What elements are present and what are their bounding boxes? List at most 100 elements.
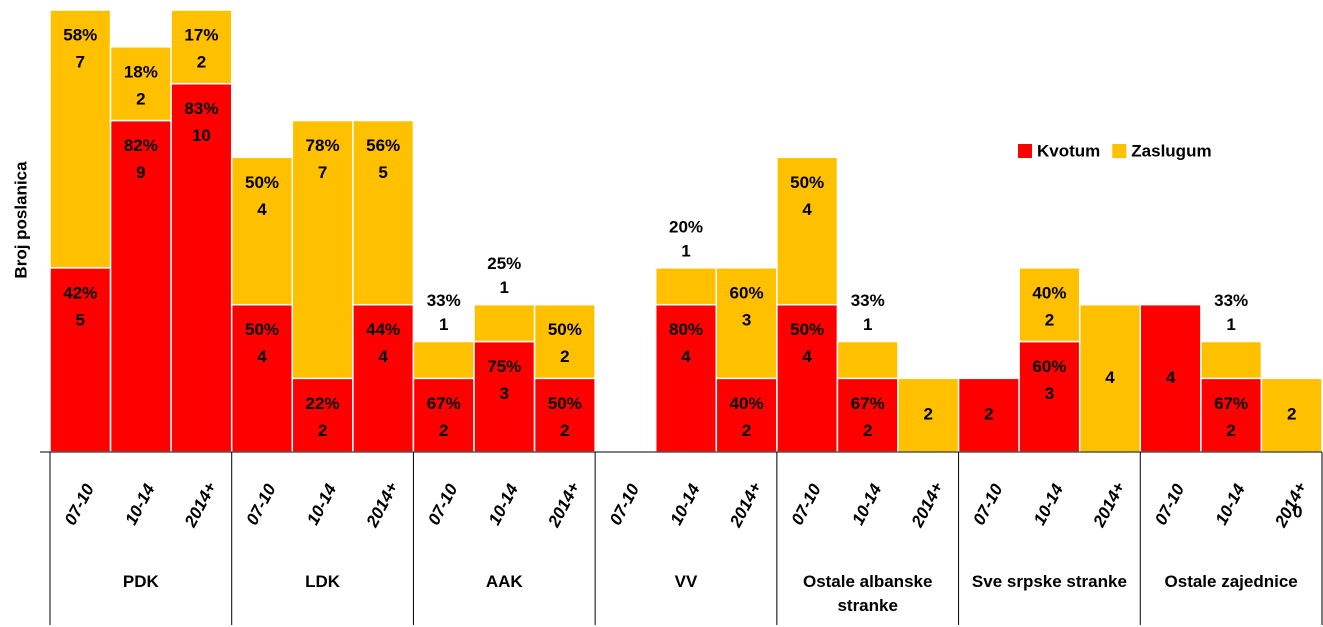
x-tick-label: 10-14: [1030, 480, 1067, 528]
count-label: 2: [1287, 405, 1296, 424]
bar-segment: [776, 156, 839, 306]
bar-segment: [49, 9, 112, 269]
bar-segment: [836, 377, 899, 453]
percent-label: 18%: [124, 62, 158, 81]
legend-swatch: [1018, 144, 1032, 158]
x-tick-label: 07-10: [606, 480, 643, 528]
count-label: 2: [197, 52, 206, 71]
count-label: 3: [500, 384, 509, 403]
legend-label: Zaslugum: [1131, 141, 1211, 160]
bar-segment: [957, 377, 1020, 453]
y-axis-label: Broj poslanica: [11, 161, 30, 279]
count-label: 2: [924, 405, 933, 424]
bar-segment: [109, 119, 172, 453]
percent-label: 50%: [245, 320, 279, 339]
percent-label: 33%: [427, 291, 461, 310]
count-label: 1: [863, 315, 872, 334]
count-label: 2: [742, 421, 751, 440]
count-label: 3: [742, 310, 751, 329]
bar-segment: [533, 377, 596, 453]
count-label: 2: [1045, 310, 1054, 329]
percent-label: 40%: [1032, 283, 1066, 302]
x-tick-label: 10-14: [848, 480, 885, 528]
percent-label: 56%: [366, 136, 400, 155]
group-label: Ostale zajednice: [1164, 572, 1298, 591]
bar-segment: [1260, 377, 1323, 453]
group-label: PDK: [122, 572, 159, 591]
count-label: 4: [257, 200, 267, 219]
bar-segment: [1139, 303, 1202, 453]
bar-segment: [412, 377, 475, 453]
count-label: 2: [136, 89, 145, 108]
x-tick-label: 07-10: [969, 480, 1006, 528]
count-label: 3: [1045, 384, 1054, 403]
x-tick-label: 2014+: [907, 479, 947, 531]
bar-segment: [109, 46, 172, 122]
count-label: 1: [500, 278, 509, 297]
bar-segment: [654, 267, 718, 306]
x-tick-label: 2014+: [362, 479, 402, 531]
percent-label: 33%: [1214, 291, 1248, 310]
x-tick-label: 07-10: [788, 480, 825, 528]
count-label: 2: [560, 347, 569, 366]
percent-label: 75%: [487, 357, 521, 376]
percent-label: 22%: [306, 394, 340, 413]
group-label: VV: [674, 572, 698, 591]
count-label: 9: [136, 163, 145, 182]
bar-segment: [291, 377, 354, 453]
x-tick-label: 10-14: [667, 480, 704, 528]
percent-label: 67%: [851, 394, 885, 413]
bar-segment: [170, 9, 233, 85]
x-tick-label: 10-14: [485, 480, 522, 528]
count-label: 4: [257, 347, 267, 366]
group-label: Sve srpske stranke: [971, 572, 1127, 591]
group-label: AAK: [485, 572, 523, 591]
percent-label: 78%: [306, 136, 340, 155]
count-label: 4: [1166, 368, 1176, 387]
percent-label: 33%: [851, 291, 885, 310]
x-tick-label: 2014+: [1271, 479, 1311, 531]
bar-segment: [352, 119, 415, 306]
count-label: 2: [984, 405, 993, 424]
group-label: Ostale albanske stranke: [802, 572, 933, 615]
bar-segment: [1200, 340, 1263, 380]
percent-label: 50%: [245, 173, 279, 192]
percent-label: 60%: [1032, 357, 1066, 376]
bar-segment: [1200, 377, 1263, 453]
bar-segment: [473, 340, 536, 453]
bar-segment: [715, 377, 778, 453]
count-label: 1: [681, 241, 690, 260]
count-label: 1: [439, 315, 448, 334]
annotation: 0: [1293, 502, 1302, 521]
percent-label: 67%: [427, 394, 461, 413]
bar-segment: [533, 303, 596, 380]
percent-label: 50%: [790, 320, 824, 339]
count-label: 2: [863, 421, 872, 440]
x-tick-label: 10-14: [121, 480, 158, 528]
bar-segment: [473, 303, 536, 343]
bar-segment: [230, 156, 294, 306]
percent-label: 80%: [669, 320, 703, 339]
bar-segment: [291, 119, 354, 380]
percent-label: 50%: [548, 394, 582, 413]
percent-label: 83%: [184, 99, 218, 118]
count-label: 2: [1226, 421, 1235, 440]
x-tick-label: 07-10: [424, 480, 461, 528]
percent-label: 44%: [366, 320, 400, 339]
percent-label: 17%: [184, 25, 218, 44]
percent-label: 25%: [487, 254, 521, 273]
count-label: 2: [560, 421, 569, 440]
x-tick-label: 2014+: [726, 479, 766, 531]
count-label: 10: [192, 126, 211, 145]
percent-label: 42%: [63, 283, 97, 302]
percent-label: 58%: [63, 25, 97, 44]
count-label: 4: [1105, 368, 1115, 387]
count-label: 1: [1226, 315, 1235, 334]
count-label: 2: [318, 421, 327, 440]
count-label: 5: [76, 310, 85, 329]
bar-segment: [412, 340, 475, 380]
count-label: 4: [681, 347, 691, 366]
bar-segment: [715, 267, 778, 380]
